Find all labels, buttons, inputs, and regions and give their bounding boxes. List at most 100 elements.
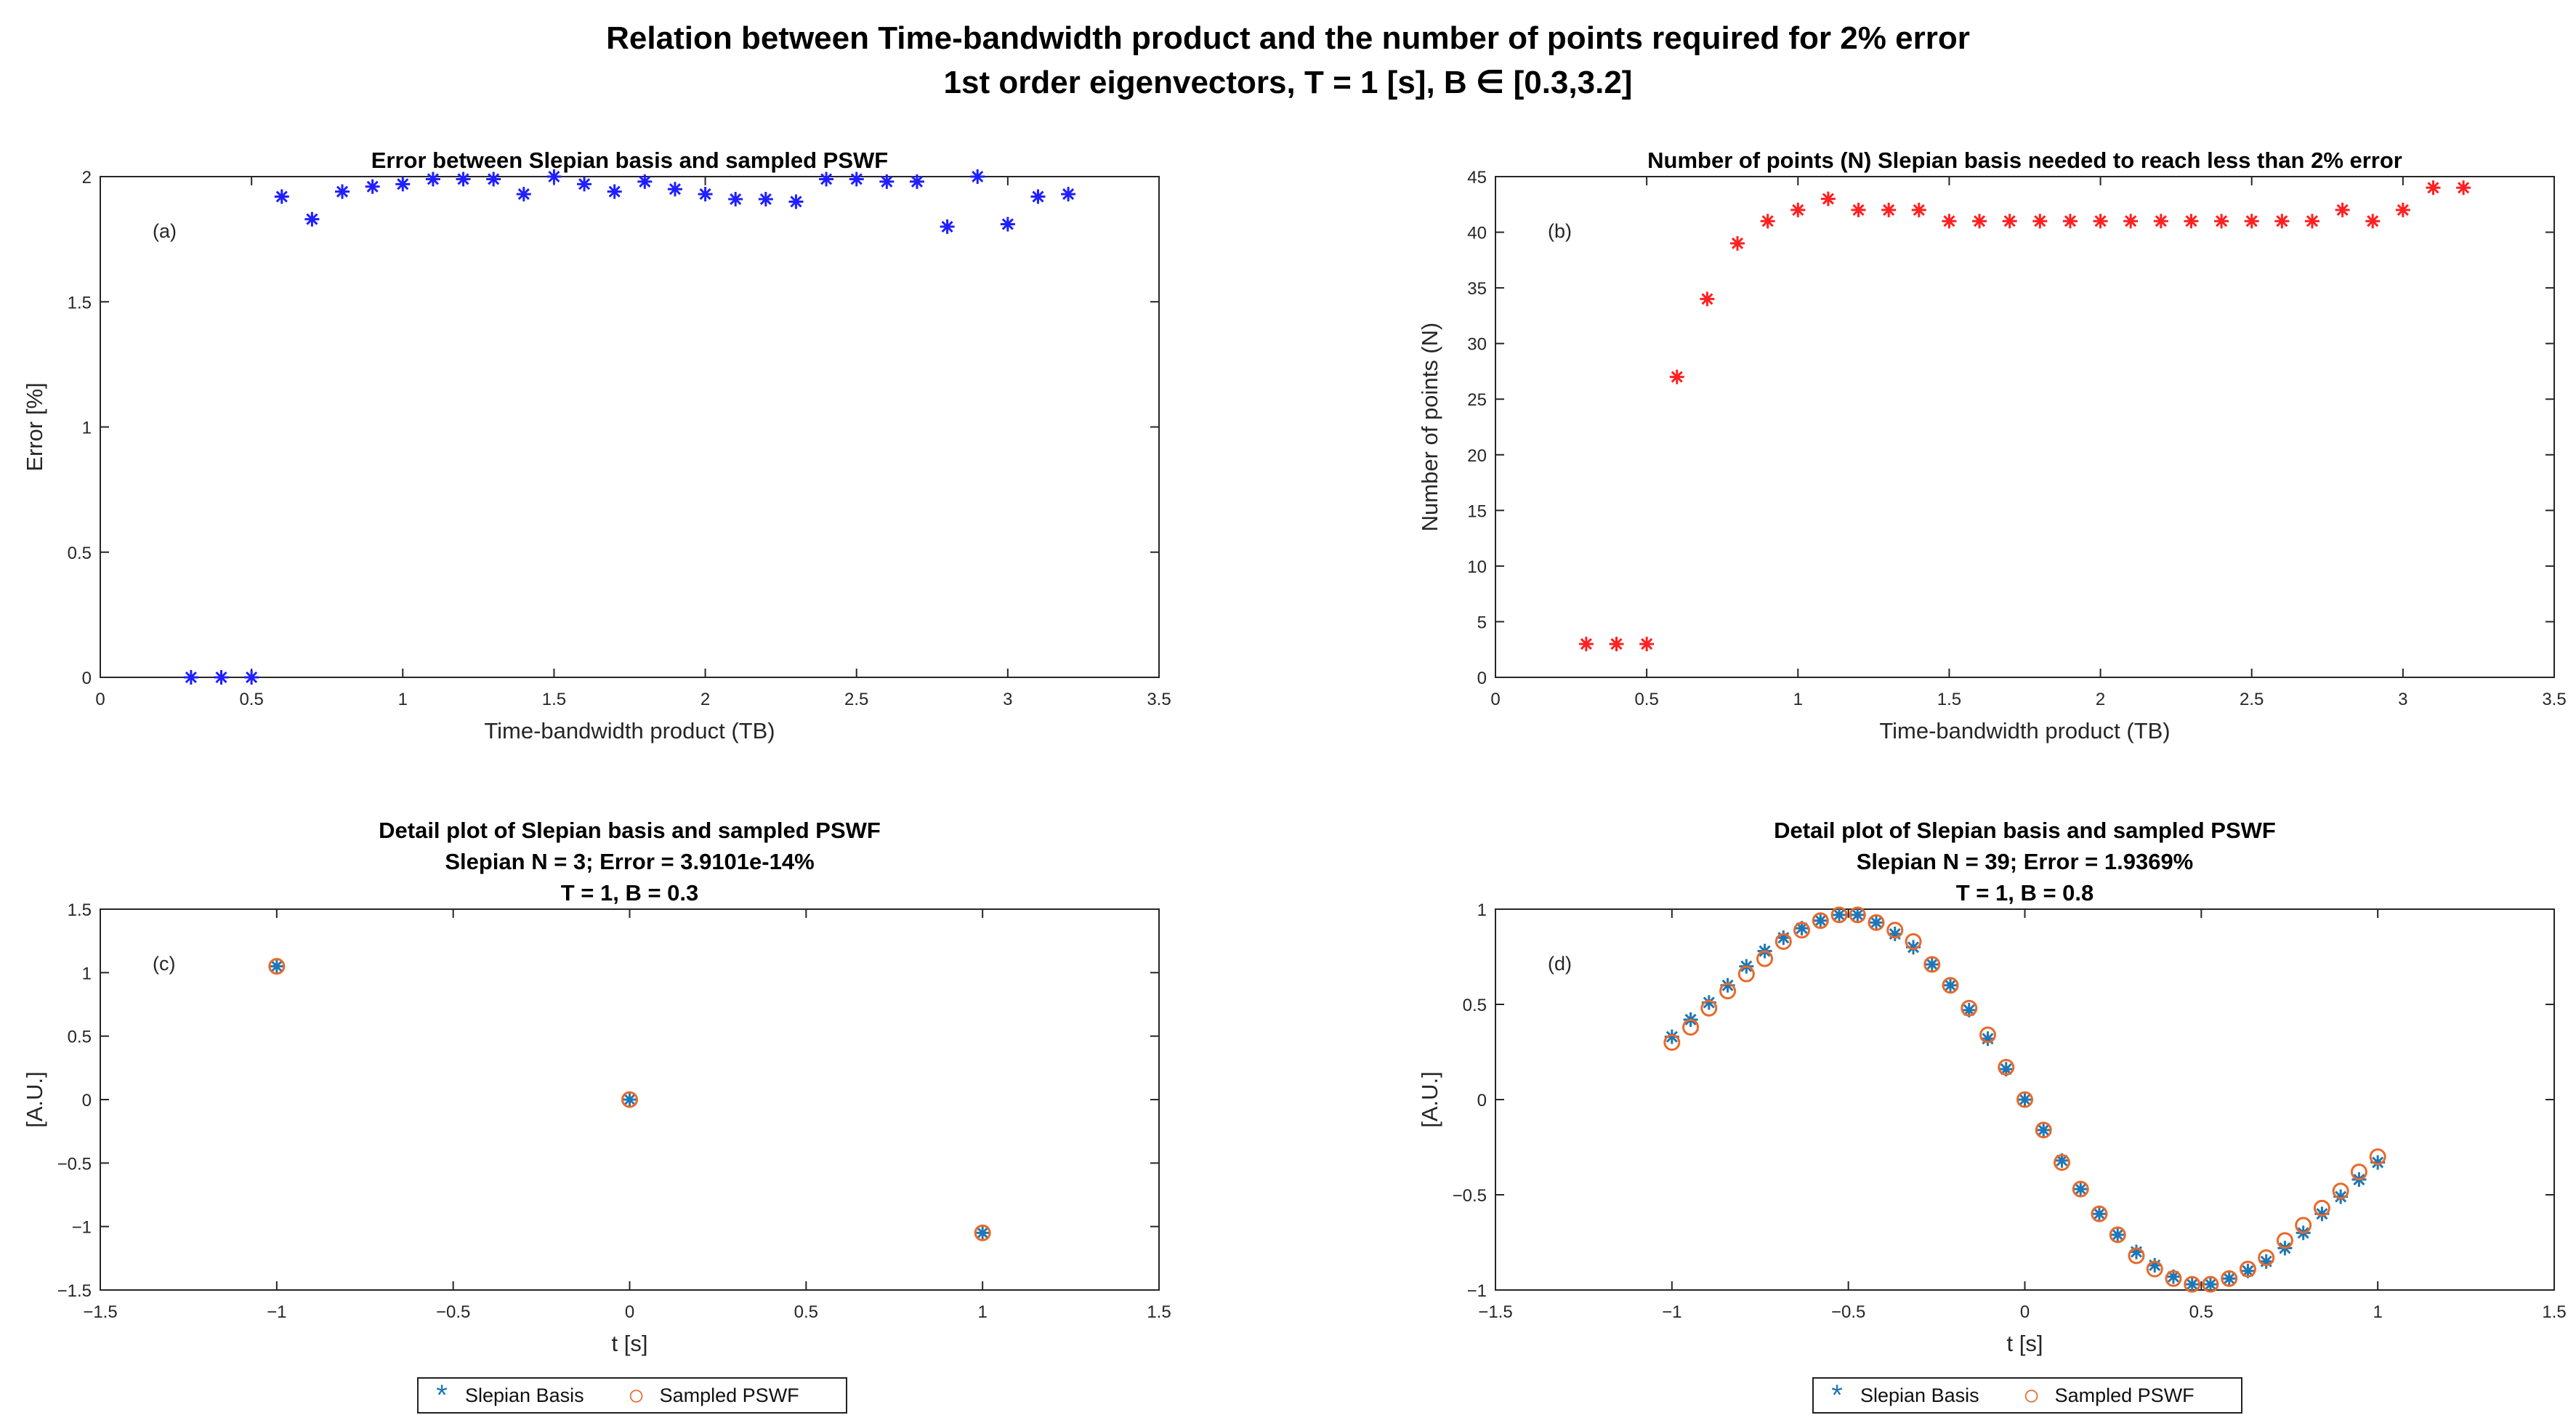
data-point-star xyxy=(425,172,440,187)
legend-item-slepian: * Slepian Basis xyxy=(419,1381,584,1410)
chart-panel-c: −1.5 −1 −0.5 0 0.5 1 1.5 −1.5 −1 −0.5 0 0.5 1 1.5 Deta… xyxy=(22,818,1171,1356)
x-tick-label: 3 xyxy=(2398,690,2407,709)
data-point-star xyxy=(2244,214,2259,229)
x-tick-label: −1.5 xyxy=(1478,1302,1512,1322)
data-point-star xyxy=(819,172,834,187)
y-tick-label: 35 xyxy=(1467,279,1487,299)
data-point-star xyxy=(577,177,592,192)
data-point-star xyxy=(2153,214,2168,229)
data-point-circle xyxy=(1719,983,1737,1000)
data-point-star xyxy=(940,219,955,234)
data-point-circle xyxy=(2350,1164,2367,1181)
data-point-star xyxy=(365,179,380,194)
y-tick-label: 1 xyxy=(82,419,92,438)
x-tick-label: 0.5 xyxy=(2189,1302,2213,1322)
data-point-star xyxy=(1000,217,1015,232)
data-point-circle xyxy=(2128,1247,2145,1265)
data-point-circle xyxy=(1923,956,1941,973)
data-point-star xyxy=(1030,189,1046,204)
data-point-star xyxy=(546,169,562,184)
data-point-star xyxy=(1700,291,1715,307)
x-tick-label: −1 xyxy=(267,1302,286,1322)
data-point-circle xyxy=(1998,1058,2015,1076)
y-tick-label: −1 xyxy=(1467,1281,1487,1301)
data-point-star xyxy=(2165,1269,2181,1284)
y-tick-label: 0 xyxy=(1477,1091,1487,1110)
data-point-star xyxy=(2221,1271,2237,1286)
data-point-star xyxy=(1851,202,1866,217)
data-point-star xyxy=(1820,191,1836,206)
data-point-star xyxy=(1790,202,1806,217)
data-point-star xyxy=(1609,637,1624,652)
data-point-circle xyxy=(1663,1033,1681,1051)
data-point-circle xyxy=(2165,1270,2182,1287)
y-tick-label: 1 xyxy=(1477,900,1487,920)
data-point-circle xyxy=(268,958,286,975)
data-point-star xyxy=(2093,214,2108,229)
data-point-star xyxy=(637,174,653,189)
data-point-star xyxy=(849,172,864,187)
plot-area-frame xyxy=(100,176,1160,678)
data-point-star xyxy=(2147,1257,2163,1273)
data-point-star xyxy=(622,1092,637,1107)
data-point-star xyxy=(2333,1189,2349,1204)
y-axis-label: Error [%] xyxy=(22,382,47,471)
data-point-star xyxy=(2202,1277,2218,1292)
x-tick-label: 1.5 xyxy=(1147,1302,1171,1322)
data-point-circle xyxy=(2016,1091,2033,1108)
data-point-circle xyxy=(1849,906,1866,924)
y-axis-label: [A.U.] xyxy=(1417,1071,1442,1128)
data-point-star xyxy=(788,194,804,209)
data-point-star xyxy=(214,670,229,685)
data-point-circle xyxy=(2221,1270,2238,1287)
data-point-star xyxy=(1578,637,1594,652)
data-point-star xyxy=(1924,956,1939,972)
x-tick-label: 2.5 xyxy=(2240,690,2264,709)
legend-label-pswf: Sampled PSWF xyxy=(659,1384,799,1406)
x-tick-label: −1.5 xyxy=(83,1302,117,1322)
plot-area-frame xyxy=(1495,176,2555,678)
chart-title-line: T = 1, B = 0.3 xyxy=(561,880,699,906)
data-point-star xyxy=(2091,1206,2107,1222)
x-tick-label: 0.5 xyxy=(1634,690,1658,709)
data-point-circle xyxy=(2091,1205,2108,1222)
x-tick-label: 1.5 xyxy=(2542,1302,2566,1322)
data-point-circle xyxy=(1868,914,1885,931)
y-tick-label: 15 xyxy=(1467,501,1487,521)
y-tick-label: 2 xyxy=(82,168,92,188)
data-point-star xyxy=(1669,369,1684,384)
data-point-circle xyxy=(1737,965,1755,983)
y-tick-label: −0.5 xyxy=(57,1154,92,1174)
data-point-star xyxy=(2110,1228,2125,1243)
data-point-star xyxy=(516,187,531,202)
panel-label: (c) xyxy=(153,953,175,975)
data-point-circle xyxy=(1793,922,1811,939)
x-axis-label: Time-bandwidth product (TB) xyxy=(484,718,775,743)
y-tick-label: −1.5 xyxy=(57,1281,92,1301)
data-point-star xyxy=(975,1225,990,1241)
legend-item-pswf: ○ Sampled PSWF xyxy=(613,1381,799,1410)
data-point-star xyxy=(2274,214,2290,229)
data-point-star xyxy=(2062,214,2078,229)
y-tick-label: 1.5 xyxy=(68,293,92,313)
data-point-star xyxy=(1720,977,1735,993)
x-tick-label: 0 xyxy=(625,1302,634,1322)
data-point-star xyxy=(1730,235,1745,251)
data-point-circle xyxy=(2053,1153,2070,1171)
x-tick-label: 0.5 xyxy=(794,1302,818,1322)
data-point-star xyxy=(2002,214,2017,229)
data-point-star xyxy=(2184,1277,2200,1292)
data-point-circle xyxy=(1905,933,1922,951)
data-point-circle xyxy=(1756,950,1774,967)
data-point-star xyxy=(758,192,773,207)
data-point-star xyxy=(1887,927,1902,942)
data-point-circle xyxy=(2239,1260,2256,1278)
y-tick-label: 40 xyxy=(1467,224,1487,243)
data-point-star xyxy=(2214,214,2229,229)
y-tick-label: 25 xyxy=(1467,390,1487,410)
legend-label-slepian: Slepian Basis xyxy=(465,1384,584,1406)
x-tick-label: 0.5 xyxy=(239,690,263,709)
data-point-star xyxy=(2240,1263,2256,1278)
y-tick-label: 5 xyxy=(1477,613,1487,632)
